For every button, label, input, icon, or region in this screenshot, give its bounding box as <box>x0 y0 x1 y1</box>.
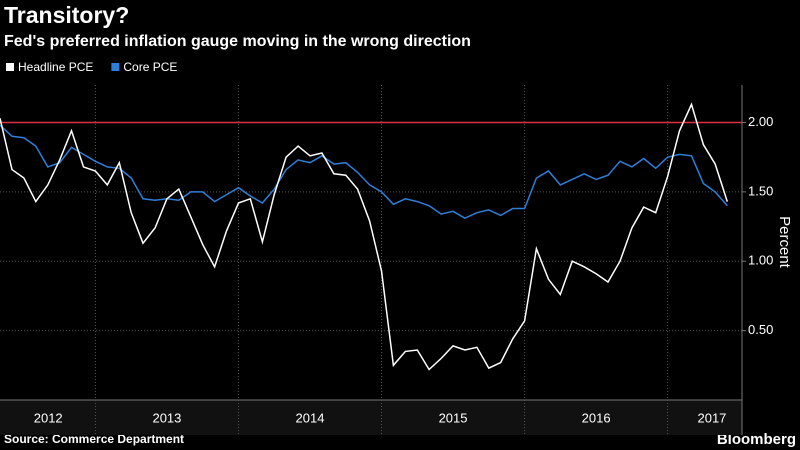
chart-title: Transitory? <box>4 2 129 28</box>
x-tick-label: 2012 <box>34 410 63 425</box>
y-tick-label: 2.00 <box>748 114 773 129</box>
legend-swatch <box>111 63 120 71</box>
x-axis-band <box>0 400 742 435</box>
x-tick-label: 2016 <box>582 410 611 425</box>
y-tick-label: 0.50 <box>748 322 773 337</box>
x-tick-label: 2013 <box>152 410 181 425</box>
x-tick-label: 2015 <box>439 410 468 425</box>
x-tick-label: 2017 <box>697 410 726 425</box>
y-tick-label: 1.00 <box>748 253 773 268</box>
brand: Bloomberg <box>717 431 796 448</box>
source: Source: Commerce Department <box>4 432 184 446</box>
legend-label: Core PCE <box>123 60 177 74</box>
chart-subtitle: Fed's preferred inflation gauge moving i… <box>4 33 471 50</box>
legend-swatch <box>6 63 14 71</box>
y-axis-label: Percent <box>776 216 793 269</box>
series-line <box>0 102 729 371</box>
x-tick-label: 2014 <box>296 410 325 425</box>
y-tick-label: 1.50 <box>748 183 773 198</box>
legend-label: Headline PCE <box>18 60 93 74</box>
